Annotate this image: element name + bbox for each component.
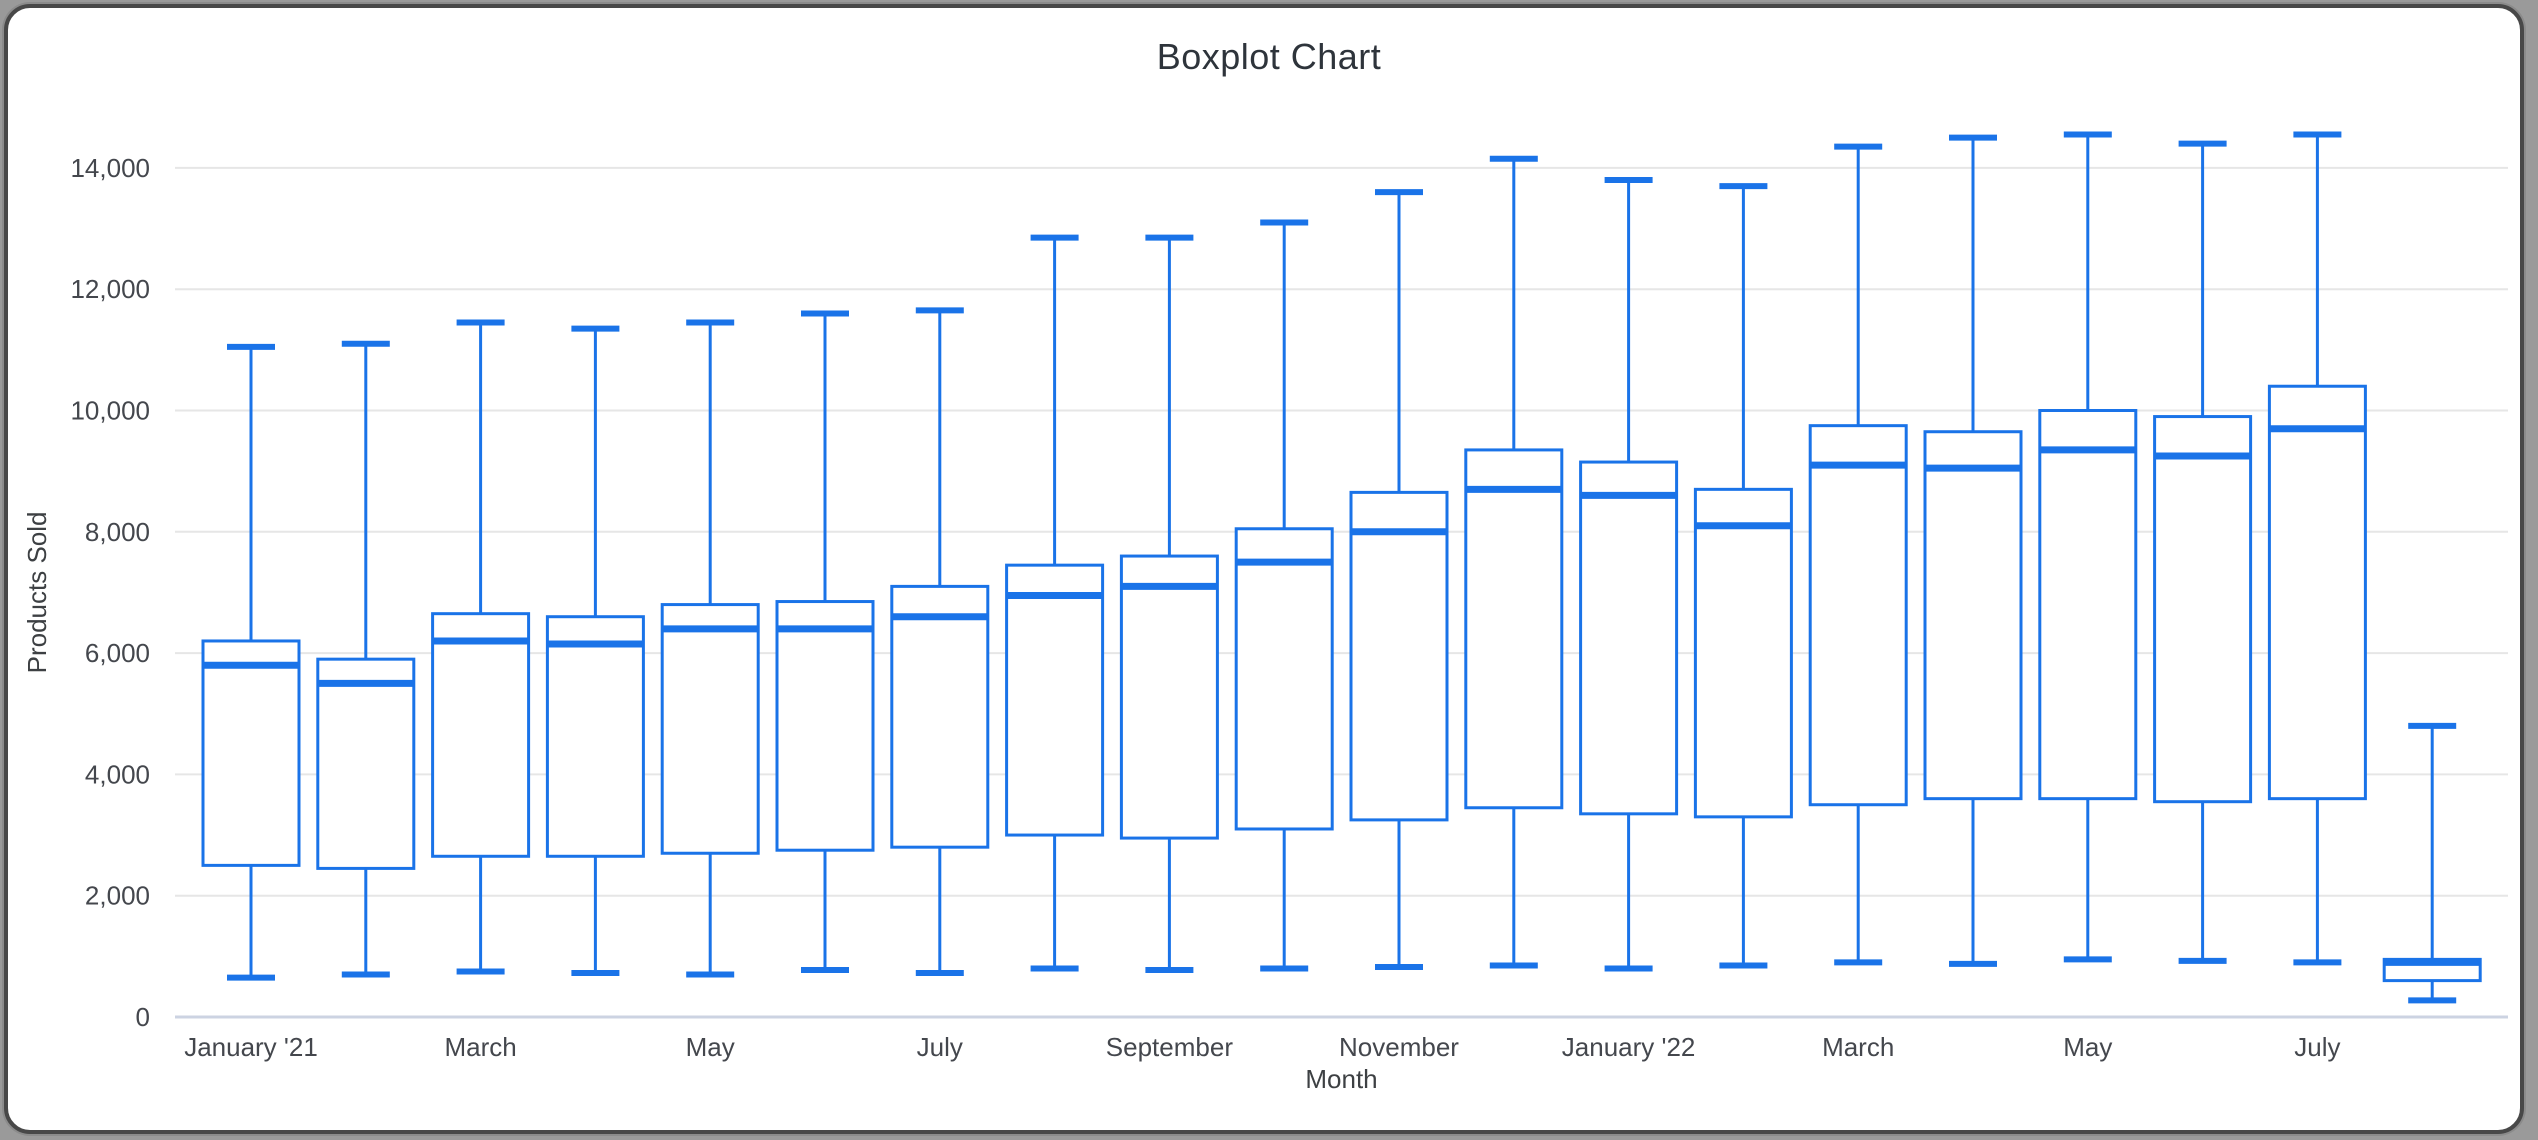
iqr-box <box>1923 430 2023 801</box>
iqr-box <box>1234 527 1334 831</box>
y-tick-label: 14,000 <box>70 153 150 183</box>
x-tick-label: March <box>444 1032 516 1062</box>
y-tick-label: 4,000 <box>85 759 150 789</box>
y-tick-label: 6,000 <box>85 638 150 668</box>
x-tick-label: May <box>686 1032 735 1062</box>
boxplot-item-august-22[interactable] <box>2382 722 2482 1004</box>
iqr-box <box>1464 448 1564 810</box>
iqr-box <box>1005 563 1105 837</box>
y-tick-label: 12,000 <box>70 274 150 304</box>
boxplot-item-may-21[interactable] <box>660 319 760 978</box>
iqr-box <box>1349 490 1449 822</box>
iqr-box <box>431 612 531 858</box>
iqr-box <box>1579 460 1679 816</box>
iqr-box <box>201 639 301 867</box>
boxplot-item-december-21[interactable] <box>1464 155 1564 969</box>
boxplot-item-august-21[interactable] <box>1005 234 1105 972</box>
boxplot-item-march-22[interactable] <box>1808 143 1908 966</box>
x-tick-label: November <box>1339 1032 1459 1062</box>
iqr-box <box>890 584 990 849</box>
boxplot-item-april-21[interactable] <box>545 325 645 977</box>
boxplot-item-june-22[interactable] <box>2153 140 2253 964</box>
boxplot-item-january-22[interactable] <box>1579 177 1679 972</box>
boxplot-item-march-21[interactable] <box>431 319 531 975</box>
boxplot-item-february-21[interactable] <box>316 340 416 978</box>
y-tick-label: 2,000 <box>85 881 150 911</box>
boxplot-item-january-21[interactable] <box>201 343 301 981</box>
boxplot-item-july-22[interactable] <box>2267 131 2367 966</box>
iqr-box <box>1119 554 1219 840</box>
iqr-box <box>775 600 875 852</box>
iqr-box <box>1808 424 1908 807</box>
boxplot-item-june-21[interactable] <box>775 310 875 973</box>
iqr-box <box>2153 415 2253 804</box>
boxplot-item-november-21[interactable] <box>1349 189 1449 970</box>
iqr-box <box>660 603 760 855</box>
x-tick-label: May <box>2063 1032 2112 1062</box>
x-tick-label: July <box>2294 1032 2340 1062</box>
boxplot-item-april-22[interactable] <box>1923 134 2023 967</box>
y-axis-title: Products Sold <box>22 512 52 674</box>
iqr-box <box>2267 384 2367 801</box>
y-tick-label: 0 <box>136 1002 150 1032</box>
boxplot-item-september-21[interactable] <box>1119 234 1219 973</box>
boxplot-item-october-21[interactable] <box>1234 219 1334 972</box>
boxplot-item-may-22[interactable] <box>2038 131 2138 963</box>
boxplot-item-february-22[interactable] <box>1693 183 1793 969</box>
iqr-box <box>1693 487 1793 819</box>
x-tick-label: March <box>1822 1032 1894 1062</box>
x-tick-label: January '22 <box>1562 1032 1696 1062</box>
iqr-box <box>545 615 645 858</box>
x-axis-title: Month <box>1305 1064 1377 1094</box>
boxplot-series <box>201 131 2482 1004</box>
x-tick-label: July <box>917 1032 963 1062</box>
chart-title: Boxplot Chart <box>1156 36 1382 77</box>
x-tick-label: January '21 <box>184 1032 318 1062</box>
y-tick-label: 8,000 <box>85 517 150 547</box>
x-tick-label: September <box>1106 1032 1234 1062</box>
iqr-box <box>316 657 416 870</box>
y-axis-labels: 0 2,000 4,000 6,000 8,000 10,000 12,000 14,000 <box>70 153 150 1032</box>
boxplot-item-july-21[interactable] <box>890 307 990 977</box>
y-tick-label: 10,000 <box>70 396 150 426</box>
iqr-box <box>2038 409 2138 801</box>
